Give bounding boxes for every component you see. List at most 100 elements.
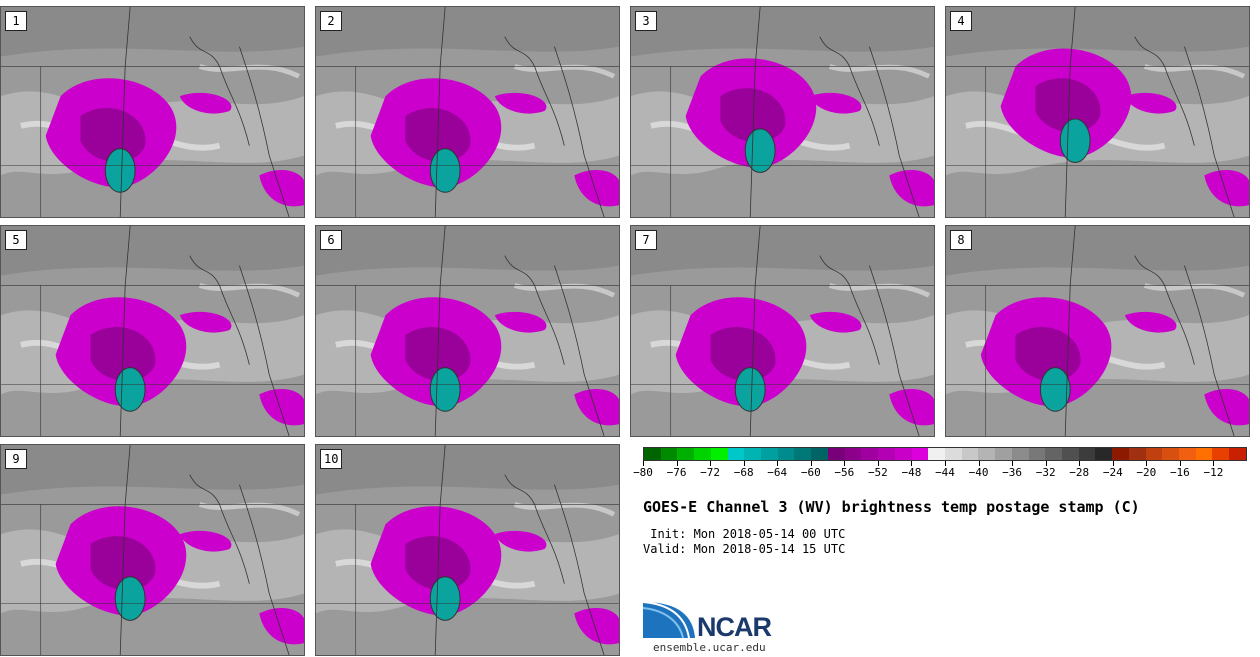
- colorbar-tick-label: −12: [1203, 466, 1224, 479]
- colorbar-tick: [710, 461, 712, 466]
- colorbar-tick-label: −44: [935, 466, 955, 479]
- logo-url: ensemble.ucar.edu: [653, 641, 766, 654]
- wv-map: [1, 226, 304, 436]
- colorbar-tick: [810, 461, 812, 466]
- panel-label: 1: [5, 11, 27, 31]
- colorbar-tick-label: −36: [1002, 466, 1023, 479]
- colorbar-segment: [911, 448, 929, 460]
- panel-label: 4: [950, 11, 972, 31]
- colorbar-tick: [1112, 461, 1114, 466]
- colorbar-tick-label: −68: [733, 466, 754, 479]
- colorbar-tick: [1045, 461, 1047, 466]
- colorbar-tick-label: −64: [767, 466, 788, 479]
- colorbar-tick-label: −40: [968, 466, 989, 479]
- colorbar: [643, 447, 1247, 461]
- colorbar-tick-label: −60: [800, 466, 821, 479]
- panel-label: 6: [320, 230, 342, 250]
- colorbar-tick: [877, 461, 879, 466]
- wv-map: [631, 7, 934, 217]
- colorbar-tick-label: −24: [1102, 466, 1123, 479]
- colorbar-tick: [1179, 461, 1181, 466]
- panel-label: 9: [5, 449, 27, 469]
- init-time: Init: Mon 2018-05-14 00 UTC: [643, 527, 846, 541]
- colorbar-segment: [1045, 448, 1062, 460]
- colorbar-segment: [978, 448, 996, 460]
- colorbar-segment: [727, 448, 745, 460]
- colorbar-segment: [1179, 448, 1196, 460]
- panel-2: 2: [315, 6, 620, 218]
- panel-label: 3: [635, 11, 657, 31]
- wv-map: [316, 226, 619, 436]
- colorbar-tick-label: −32: [1035, 466, 1056, 479]
- colorbar-tick: [1146, 461, 1148, 466]
- colorbar-segment: [1061, 448, 1079, 460]
- colorbar-tick: [1213, 461, 1215, 466]
- colorbar-segment: [1011, 448, 1029, 460]
- panel-1: 1: [0, 6, 305, 218]
- colorbar-tick-label: −76: [666, 466, 687, 479]
- figure-title: GOES-E Channel 3 (WV) brightness temp po…: [643, 498, 1140, 516]
- wv-map: [946, 226, 1249, 436]
- colorbar-tick: [643, 461, 644, 466]
- colorbar-segment: [1128, 448, 1146, 460]
- colorbar-tick: [777, 461, 779, 466]
- colorbar-segment: [694, 448, 711, 460]
- panel-label: 8: [950, 230, 972, 250]
- colorbar-segment: [1028, 448, 1046, 460]
- wv-map: [1, 7, 304, 217]
- colorbar-segment: [961, 448, 979, 460]
- panel-label: 7: [635, 230, 657, 250]
- colorbar-tick: [911, 461, 913, 466]
- colorbar-tick: [1012, 461, 1014, 466]
- wv-map: [631, 226, 934, 436]
- colorbar-segment: [1212, 448, 1230, 460]
- wv-map: [316, 445, 619, 655]
- panel-label: 10: [320, 449, 343, 469]
- colorbar-segment: [1145, 448, 1163, 460]
- colorbar-segment: [944, 448, 962, 460]
- colorbar-segment: [894, 448, 912, 460]
- panel-4: 4: [945, 6, 1250, 218]
- valid-time: Valid: Mon 2018-05-14 15 UTC: [643, 542, 846, 556]
- colorbar-segment: [811, 448, 828, 460]
- panel-9: 9: [0, 444, 305, 656]
- colorbar-segment: [1229, 448, 1246, 460]
- colorbar-tick-label: −80: [633, 466, 653, 479]
- colorbar-tick-label: −16: [1169, 466, 1190, 479]
- colorbar-ticks: −80 −76 −72 −68 −64 −60 −56 −52 −48 −44 −40 −36 −32−…: [633, 461, 1247, 485]
- colorbar-segment: [827, 448, 845, 460]
- panel-5: 5: [0, 225, 305, 437]
- colorbar-tick: [945, 461, 946, 466]
- wv-map: [1, 445, 304, 655]
- colorbar-tick-label: −20: [1136, 466, 1157, 479]
- panel-10: 10: [315, 444, 620, 656]
- colorbar-tick-label: −48: [901, 466, 922, 479]
- colorbar-tick: [978, 461, 980, 466]
- colorbar-segment: [1195, 448, 1213, 460]
- colorbar-segment: [644, 448, 661, 460]
- colorbar-tick-label: −72: [700, 466, 721, 479]
- colorbar-tick: [743, 461, 745, 466]
- panel-label: 2: [320, 11, 342, 31]
- colorbar-segment: [1112, 448, 1129, 460]
- panel-label: 5: [5, 230, 27, 250]
- colorbar-segment: [878, 448, 895, 460]
- colorbar-segment: [677, 448, 695, 460]
- wv-map: [946, 7, 1249, 217]
- colorbar-segment: [710, 448, 728, 460]
- colorbar-segment: [660, 448, 678, 460]
- colorbar-segment: [744, 448, 762, 460]
- colorbar-tick-label: −28: [1069, 466, 1090, 479]
- panel-7: 7: [630, 225, 935, 437]
- ncar-logo-icon: [643, 601, 695, 639]
- colorbar-tick: [676, 461, 678, 466]
- colorbar-tick-label: −52: [867, 466, 888, 479]
- colorbar-segment: [844, 448, 862, 460]
- colorbar-segment: [861, 448, 879, 460]
- panel-6: 6: [315, 225, 620, 437]
- colorbar-segment: [1078, 448, 1096, 460]
- colorbar-segment: [1162, 448, 1179, 460]
- colorbar-tick: [844, 461, 846, 466]
- colorbar-segment: [777, 448, 795, 460]
- colorbar-segment: [1095, 448, 1113, 460]
